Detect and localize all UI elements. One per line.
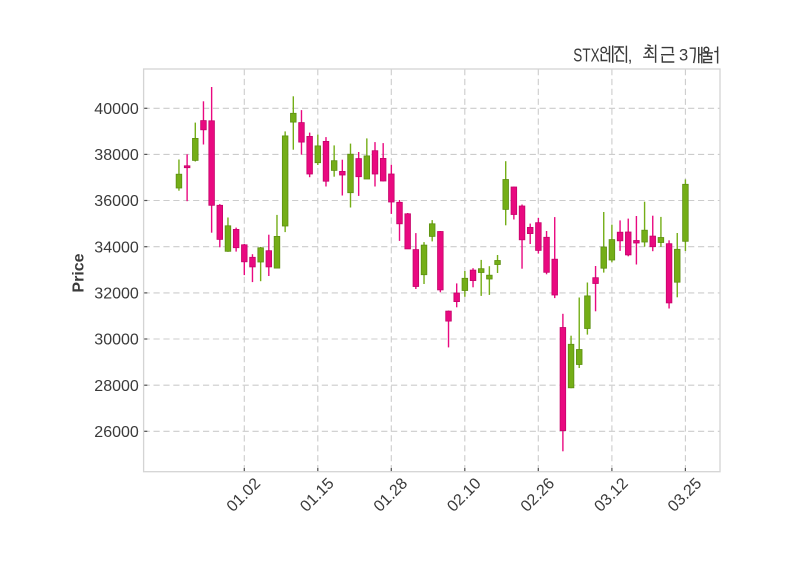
svg-text:STX: STX <box>573 46 599 66</box>
svg-text:26000: 26000 <box>94 424 139 441</box>
svg-text:34000: 34000 <box>94 239 139 256</box>
svg-text:,: , <box>628 48 633 66</box>
svg-text:36000: 36000 <box>94 193 139 210</box>
svg-text:30000: 30000 <box>94 332 139 349</box>
svg-text:40000: 40000 <box>94 101 139 118</box>
svg-text:3: 3 <box>679 47 688 65</box>
svg-text:32000: 32000 <box>94 286 139 303</box>
svg-text:28000: 28000 <box>94 378 139 395</box>
svg-text:38000: 38000 <box>94 147 139 164</box>
svg-text:Price: Price <box>71 253 88 292</box>
